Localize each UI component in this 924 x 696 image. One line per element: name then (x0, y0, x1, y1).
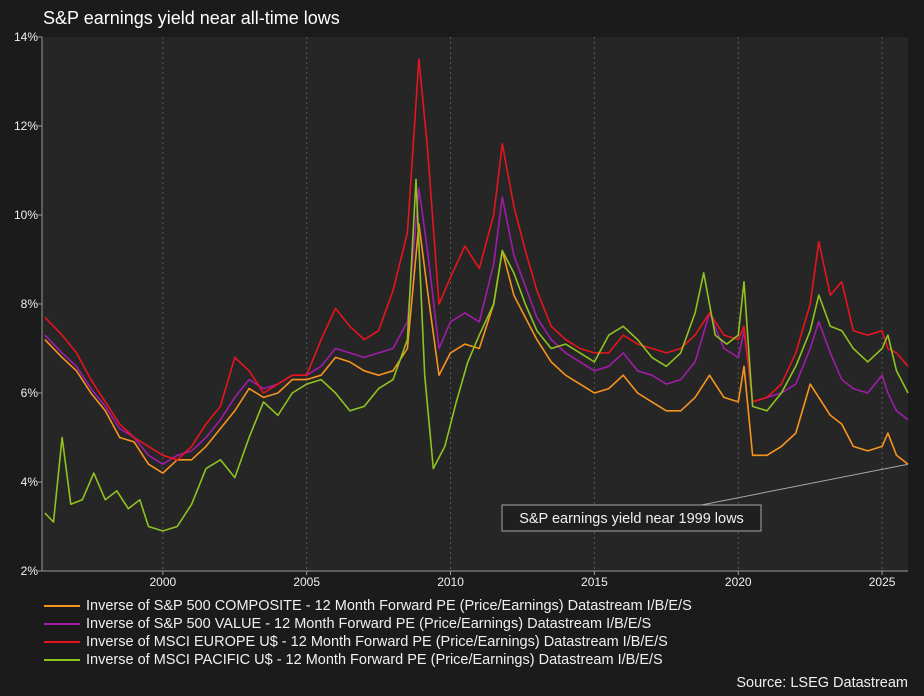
y-tick-label: 12% (14, 119, 38, 133)
plot-area (42, 37, 908, 571)
axes: 2% 4% 6% 8% 10% 12% 14% 2000 2005 2010 2015 2020 202… (14, 30, 908, 589)
legend-label: Inverse of S&P 500 COMPOSITE - 12 Month … (86, 598, 692, 614)
x-tick-label: 2025 (869, 575, 896, 589)
series-lines (44, 58, 909, 532)
annotation-text: S&P earnings yield near 1999 lows (519, 511, 744, 527)
legend-item: Inverse of S&P 500 COMPOSITE - 12 Month … (44, 597, 692, 615)
series-line (44, 58, 909, 461)
series-line (44, 187, 909, 465)
x-tick-label: 2020 (725, 575, 752, 589)
legend-swatch (44, 641, 80, 643)
x-tick-label: 2005 (293, 575, 320, 589)
legend-label: Inverse of S&P 500 VALUE - 12 Month Forw… (86, 616, 652, 632)
y-tick-label: 6% (21, 386, 39, 400)
legend: Inverse of S&P 500 COMPOSITE - 12 Month … (44, 597, 692, 669)
series-line (44, 178, 909, 532)
legend-item: Inverse of MSCI PACIFIC U$ - 12 Month Fo… (44, 651, 692, 669)
legend-item: Inverse of S&P 500 VALUE - 12 Month Forw… (44, 615, 692, 633)
source-note: Source: LSEG Datastream (736, 675, 908, 691)
y-tick-label: 4% (21, 475, 39, 489)
y-tick-label: 8% (21, 297, 39, 311)
annotation: S&P earnings yield near 1999 lows (501, 463, 909, 532)
legend-label: Inverse of MSCI EUROPE U$ - 12 Month For… (86, 634, 668, 650)
y-tick-label: 2% (21, 564, 39, 578)
x-tick-label: 2010 (437, 575, 464, 589)
x-tick-label: 2015 (581, 575, 608, 589)
legend-swatch (44, 605, 80, 607)
legend-swatch (44, 659, 80, 661)
x-tick-label: 2000 (149, 575, 176, 589)
annotation-box (501, 504, 762, 532)
y-tick-label: 10% (14, 208, 38, 222)
legend-label: Inverse of MSCI PACIFIC U$ - 12 Month Fo… (86, 652, 663, 668)
legend-swatch (44, 623, 80, 625)
y-tick-label: 14% (14, 30, 38, 44)
annotation-leader (701, 463, 909, 506)
legend-item: Inverse of MSCI EUROPE U$ - 12 Month For… (44, 633, 692, 651)
chart-title: S&P earnings yield near all-time lows (43, 8, 340, 28)
grid (162, 37, 883, 571)
